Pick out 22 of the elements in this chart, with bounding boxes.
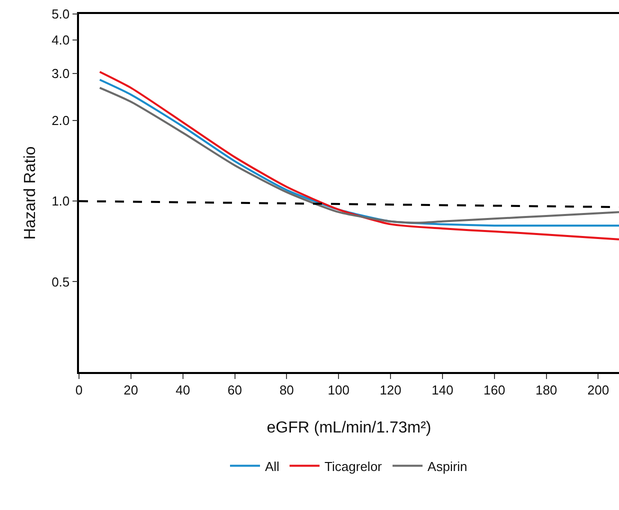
- x-tick-label: 140: [432, 382, 454, 398]
- x-tick-label: 80: [279, 382, 294, 398]
- y-tick-label: 2.0: [52, 113, 70, 128]
- x-tick-label: 180: [535, 382, 558, 398]
- legend-label: All: [265, 458, 280, 474]
- x-tick-label: 120: [380, 382, 402, 398]
- legend-label: Aspirin: [428, 458, 468, 474]
- y-axis-title: Hazard Ratio: [22, 146, 39, 240]
- x-tick-label: 0: [75, 382, 83, 398]
- x-tick-label: 60: [228, 382, 242, 398]
- y-tick-label: 5.0: [52, 6, 70, 22]
- x-tick-label: 40: [176, 382, 190, 398]
- y-tick-label: 0.5: [52, 274, 70, 290]
- x-axis-title: eGFR (mL/min/1.73m²): [266, 420, 432, 437]
- y-tick-label: 4.0: [52, 32, 70, 48]
- y-tick-label: 3.0: [52, 66, 70, 81]
- x-tick-label: 20: [124, 382, 138, 398]
- legend-label: Ticagrelor: [324, 458, 383, 474]
- x-tick-label: 200: [587, 382, 610, 398]
- x-tick-label: 100: [328, 382, 350, 398]
- y-tick-label: 1.0: [52, 194, 70, 209]
- x-tick-label: 160: [484, 382, 506, 398]
